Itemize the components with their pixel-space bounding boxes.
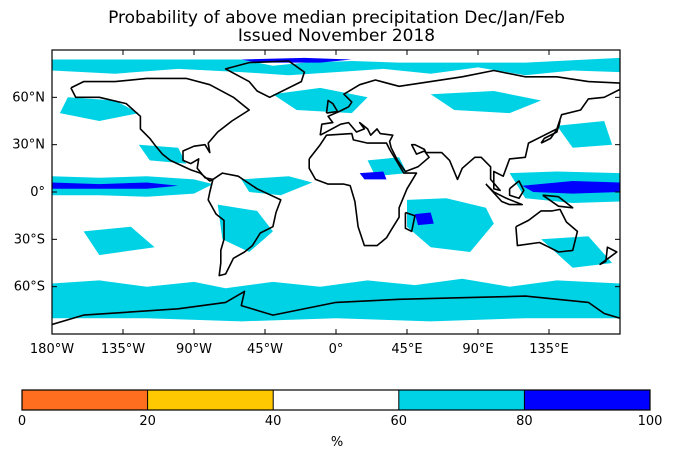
high-probability-area xyxy=(522,181,620,194)
coastline xyxy=(207,172,282,277)
colorbar-tick-label: 0 xyxy=(17,414,27,429)
coastline xyxy=(319,69,620,192)
moderate-probability-area xyxy=(59,97,139,121)
lon-tick-label: 45°E xyxy=(391,342,422,357)
colorbar-tick-label: 40 xyxy=(264,414,282,429)
high-probability-area xyxy=(414,212,434,226)
colorbar-unit-label: % xyxy=(330,435,344,450)
high-probability-area xyxy=(359,171,387,180)
colorbar-tick-label: 100 xyxy=(637,414,663,429)
coastline xyxy=(325,99,339,114)
lon-tick-label: 135°W xyxy=(101,342,145,357)
lon-tick-label: 45°W xyxy=(247,342,283,357)
moderate-probability-area xyxy=(52,278,620,322)
latitude-axis: 60°N 30°N 0° 30°S 60°S xyxy=(12,90,620,295)
coastline xyxy=(599,246,618,266)
coastline xyxy=(308,132,418,247)
colorbar-bin xyxy=(398,390,525,410)
lat-tick-label: 0° xyxy=(30,185,45,200)
colorbar-tick-label: 20 xyxy=(139,414,156,429)
moderate-probability-area xyxy=(430,91,542,114)
coastline xyxy=(52,290,620,326)
coastline xyxy=(508,180,525,200)
lon-tick-label: 135°E xyxy=(529,342,569,357)
moderate-probability-area xyxy=(541,236,613,268)
coastline xyxy=(515,208,579,253)
moderate-probability-area xyxy=(556,121,613,148)
coastline xyxy=(70,77,250,182)
lon-tick-label: 90°E xyxy=(462,342,493,357)
lat-tick-label: 60°N xyxy=(12,90,45,105)
probability-fields xyxy=(52,57,620,322)
moderate-probability-area xyxy=(217,204,273,252)
colorbar-bin xyxy=(524,390,650,410)
moderate-probability-area xyxy=(407,198,494,252)
high-probability-area xyxy=(52,182,179,189)
chart-title: Probability of above median precipitatio… xyxy=(108,8,565,28)
lat-tick-label: 30°N xyxy=(12,138,45,153)
chart-subtitle: Issued November 2018 xyxy=(237,26,436,46)
colorbar-frame xyxy=(21,389,651,411)
coastlines xyxy=(52,60,620,326)
coastline xyxy=(542,194,574,209)
coastline xyxy=(224,60,306,99)
lon-tick-label: 90°W xyxy=(176,342,212,357)
moderate-probability-area xyxy=(52,57,620,76)
colorbar-tick-label: 80 xyxy=(516,414,533,429)
longitude-axis: 180°W 135°W 90°W 45°W 0° 45°E 90°E 135°E xyxy=(30,50,569,357)
lon-tick-label: 0° xyxy=(329,342,344,357)
coastline xyxy=(540,120,561,144)
moderate-probability-area xyxy=(83,226,155,256)
coastline xyxy=(485,183,523,206)
colorbar-bin xyxy=(22,390,148,410)
colorbar-bin xyxy=(273,390,399,410)
lon-tick-label: 180°W xyxy=(30,342,74,357)
coastline xyxy=(404,211,416,233)
colorbar-bin xyxy=(147,390,274,410)
lat-tick-label: 30°S xyxy=(14,232,45,247)
colorbar-tick-label: 60 xyxy=(390,414,408,429)
lat-tick-label: 60°S xyxy=(14,280,45,295)
